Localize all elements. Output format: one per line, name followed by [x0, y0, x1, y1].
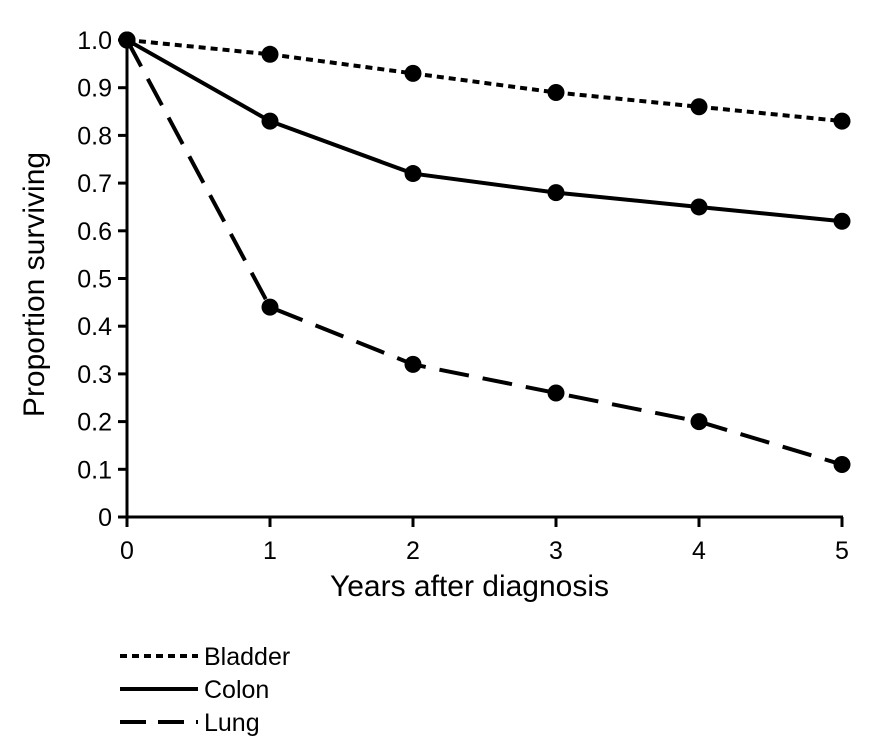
data-point — [690, 98, 708, 116]
x-tick-label: 3 — [549, 537, 563, 565]
data-point — [404, 165, 422, 183]
data-point — [833, 212, 851, 230]
series-layer — [118, 31, 851, 474]
x-tick-label: 0 — [120, 537, 134, 565]
data-point — [404, 64, 422, 82]
series-line — [126, 38, 843, 124]
y-tick-label: 0.2 — [77, 409, 112, 437]
series-colon — [118, 31, 851, 230]
x-tick-label: 5 — [835, 537, 849, 565]
data-point — [261, 112, 279, 130]
data-point — [833, 456, 851, 474]
y-axis-ticks: 0 0.1 0.2 0.3 0.4 0.5 0.6 0.7 0.8 0.9 1.0 — [77, 27, 127, 532]
legend-label: Lung — [204, 709, 260, 737]
y-tick-label: 0.4 — [77, 313, 112, 341]
legend-label: Bladder — [204, 643, 290, 671]
x-tick-label: 1 — [263, 537, 277, 565]
y-tick-label: 0.6 — [77, 218, 112, 246]
series-lung — [118, 31, 851, 474]
y-tick-label: 0.9 — [77, 75, 112, 103]
x-axis-ticks: 0 1 2 3 4 5 — [120, 517, 849, 565]
data-point — [118, 31, 136, 49]
data-point — [690, 198, 708, 216]
series-line — [125, 39, 843, 467]
legend: Bladder Colon Lung — [120, 643, 290, 737]
data-point — [261, 298, 279, 316]
series-line — [126, 38, 843, 224]
legend-label: Colon — [204, 676, 269, 704]
y-tick-label: 0.8 — [77, 122, 112, 150]
y-axis-title: Proportion surviving — [18, 152, 51, 417]
x-tick-label: 2 — [406, 537, 420, 565]
y-tick-label: 0.7 — [77, 170, 112, 198]
y-tick-label: 1.0 — [77, 27, 112, 55]
y-tick-label: 0.1 — [77, 456, 112, 484]
data-point — [404, 355, 422, 373]
data-point — [261, 45, 279, 63]
data-point — [833, 112, 851, 130]
x-tick-label: 4 — [692, 537, 706, 565]
data-point — [547, 184, 565, 202]
y-tick-label: 0.5 — [77, 266, 112, 294]
y-tick-label: 0.3 — [77, 361, 112, 389]
y-tick-label: 0 — [98, 504, 112, 532]
data-point — [690, 413, 708, 431]
x-axis-title: Years after diagnosis — [330, 570, 609, 603]
data-point — [547, 83, 565, 101]
series-bladder — [118, 31, 851, 130]
data-point — [547, 384, 565, 402]
